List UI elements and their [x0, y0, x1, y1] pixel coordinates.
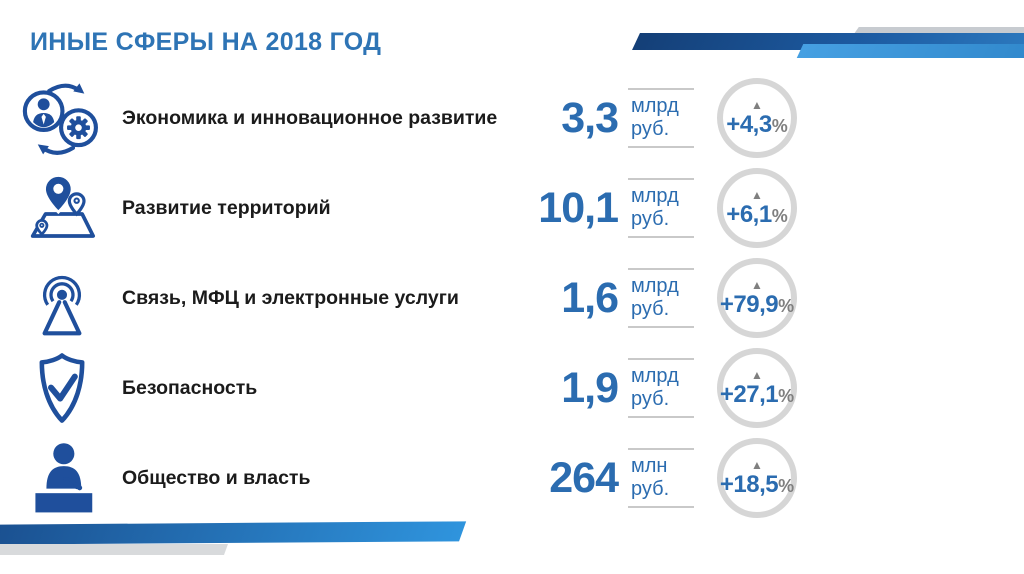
unit-bottom: руб.	[631, 298, 670, 320]
unit-bottom: руб.	[631, 208, 670, 230]
metric-unit: млрд руб.	[628, 268, 694, 328]
metrics-list: Экономика и инновационное развитие 3,3 м…	[0, 73, 797, 523]
metric-value: 3,3	[561, 93, 619, 142]
metric-row-security: Безопасность 1,9 млрд руб. ▲ +27,1%	[0, 343, 797, 433]
top-right-accent-bar-light	[796, 44, 1024, 58]
shield-check-icon	[18, 350, 106, 427]
territory-map-pins-icon	[18, 170, 106, 247]
metric-value: 1,6	[561, 273, 619, 322]
up-arrow-icon: ▲	[751, 278, 763, 292]
growth-badge: ▲ +18,5%	[717, 438, 797, 518]
unit-top: млрд	[631, 365, 679, 387]
metric-label: Экономика и инновационное развитие	[122, 106, 498, 129]
metric-label: Общество и власть	[122, 466, 311, 489]
unit-bottom: руб.	[631, 388, 670, 410]
growth-value: +18,5%	[719, 471, 795, 498]
speaker-podium-icon	[18, 440, 106, 517]
up-arrow-icon: ▲	[751, 368, 763, 382]
bottom-left-accent-bar-blue	[0, 521, 467, 545]
metric-label: Связь, МФЦ и электронные услуги	[122, 286, 459, 309]
bottom-left-accent-bar-gray	[0, 544, 229, 555]
metric-label: Развитие территорий	[122, 196, 331, 219]
metric-row-territory: Развитие территорий 10,1 млрд руб. ▲ +6,…	[0, 163, 797, 253]
metric-row-society: Общество и власть 264 млн руб. ▲ +18,5%	[0, 433, 797, 523]
unit-top: млн	[631, 455, 668, 477]
slide-title: ИНЫЕ СФЕРЫ НА 2018 ГОД	[30, 28, 382, 56]
metric-unit: млрд руб.	[628, 178, 694, 238]
growth-value: +4,3%	[726, 111, 788, 138]
unit-top: млрд	[631, 95, 679, 117]
unit-bottom: руб.	[631, 478, 670, 500]
unit-top: млрд	[631, 185, 679, 207]
metric-row-economy: Экономика и инновационное развитие 3,3 м…	[0, 73, 797, 163]
growth-value: +79,9%	[719, 291, 795, 318]
growth-badge: ▲ +6,1%	[717, 168, 797, 248]
up-arrow-icon: ▲	[751, 98, 763, 112]
growth-badge: ▲ +79,9%	[717, 258, 797, 338]
metric-label: Безопасность	[122, 376, 258, 399]
metric-value: 1,9	[561, 363, 619, 412]
metric-value: 264	[549, 453, 619, 502]
metric-unit: млрд руб.	[628, 358, 694, 418]
growth-value: +6,1%	[726, 201, 788, 228]
radio-tower-icon	[18, 260, 106, 337]
growth-value: +27,1%	[719, 381, 795, 408]
metric-value: 10,1	[538, 183, 619, 232]
unit-top: млрд	[631, 275, 679, 297]
metric-row-communications: Связь, МФЦ и электронные услуги 1,6 млрд…	[0, 253, 797, 343]
up-arrow-icon: ▲	[751, 458, 763, 472]
growth-badge: ▲ +4,3%	[717, 78, 797, 158]
economy-innovation-cycle-icon	[18, 80, 106, 157]
up-arrow-icon: ▲	[751, 188, 763, 202]
metric-unit: млрд руб.	[628, 88, 694, 148]
growth-badge: ▲ +27,1%	[717, 348, 797, 428]
unit-bottom: руб.	[631, 118, 670, 140]
metric-unit: млн руб.	[628, 448, 694, 508]
